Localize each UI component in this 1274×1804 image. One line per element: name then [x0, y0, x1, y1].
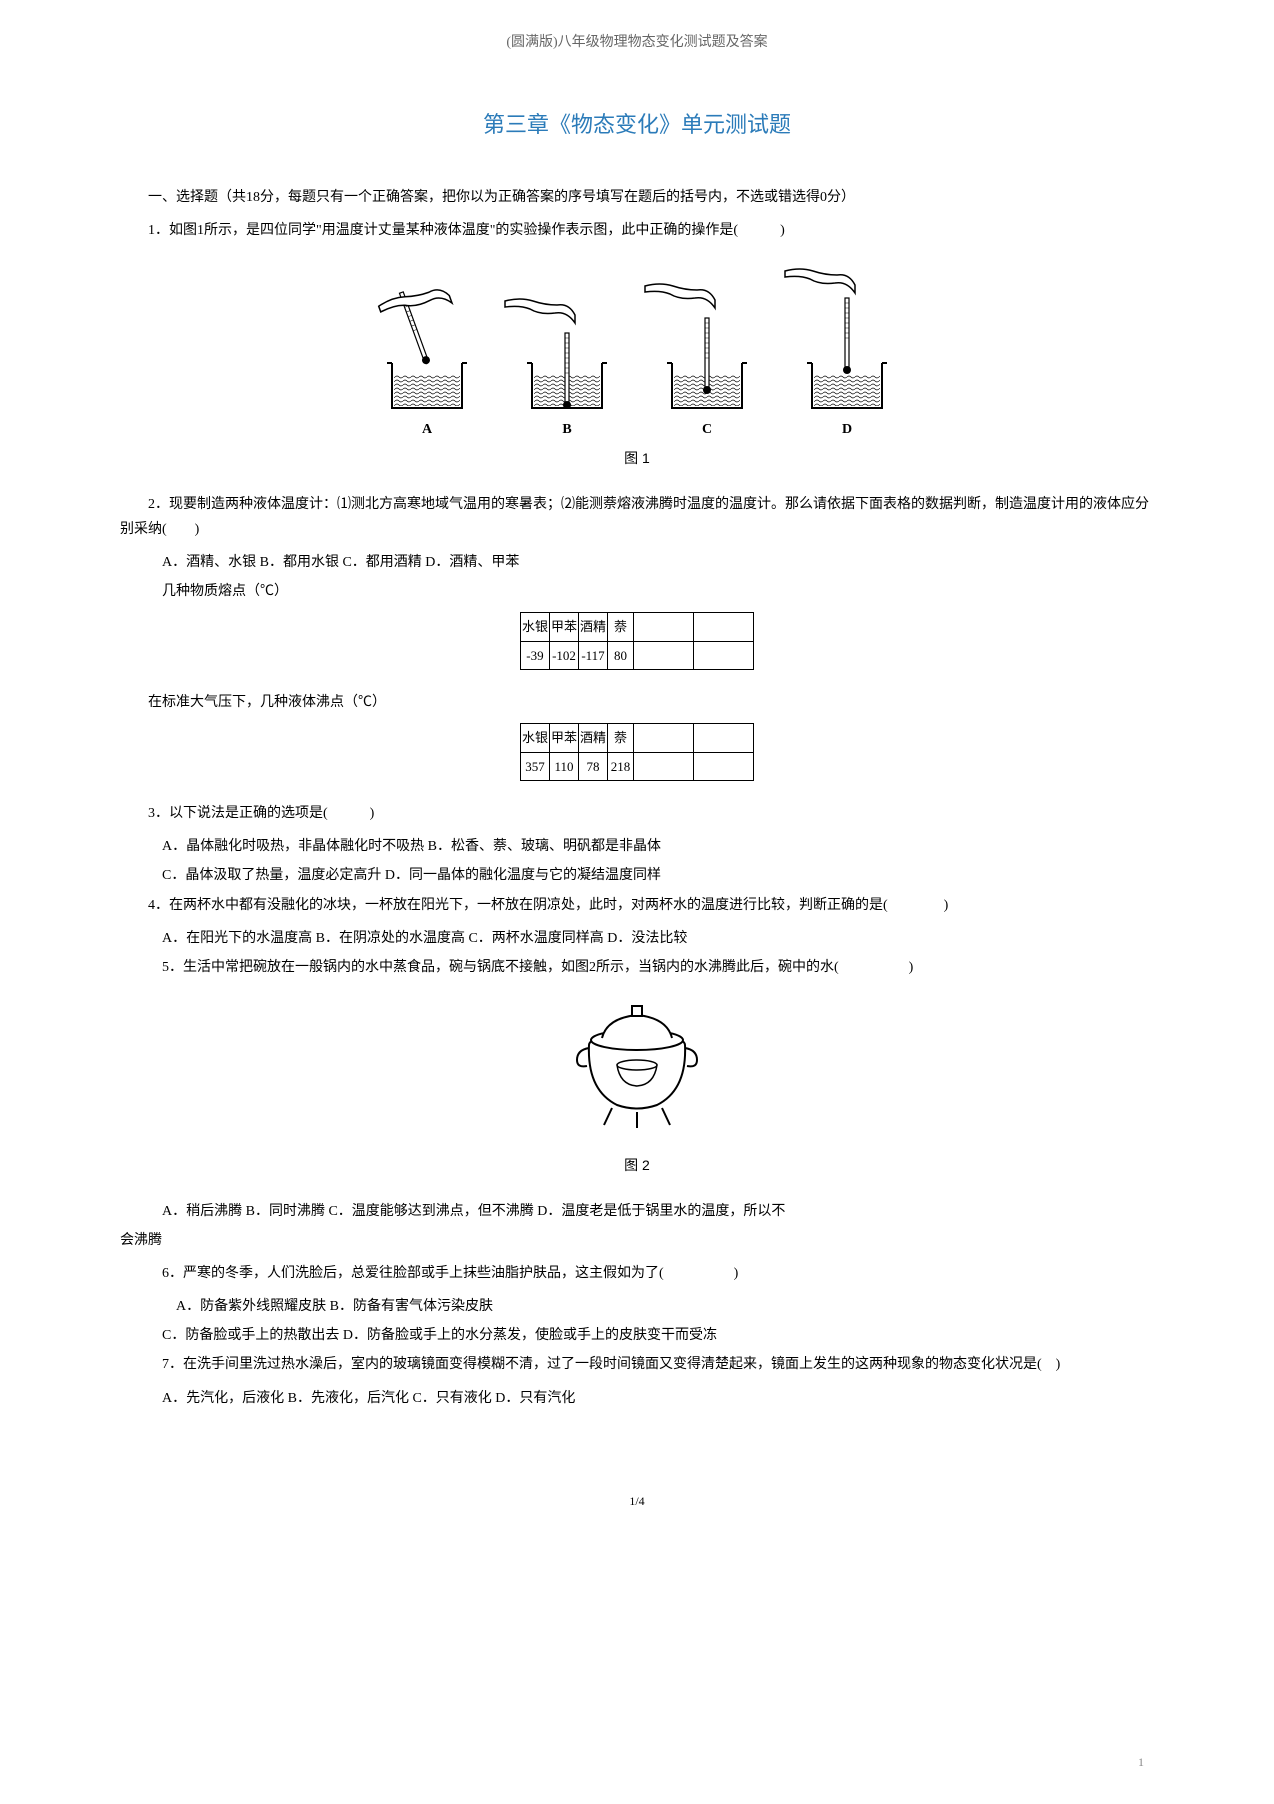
fig1-label-d: D — [842, 422, 852, 433]
thermometer-diagram: A B C D — [357, 253, 917, 433]
table-row: 水银 甲苯 酒精 萘 — [520, 724, 753, 752]
t1-blank4 — [694, 641, 754, 669]
t2-blank3 — [634, 752, 694, 780]
q2-options: A．酒精、水银 B．都用水银 C．都用酒精 D．酒精、甲苯 — [120, 550, 1154, 575]
q3-optC: C．晶体汲取了热量，温度必定高升 D．同一晶体的融化温度与它的凝结温度同样 — [120, 863, 1154, 888]
pot-bowl-diagram — [572, 990, 702, 1140]
figure-2: 图 2 — [120, 990, 1154, 1178]
q3-optA: A．晶体融化时吸热，非晶体融化时不吸热 B．松香、萘、玻璃、明矾都是非晶体 — [120, 834, 1154, 859]
doc-header: (圆满版)八年级物理物态变化测试题及答案 — [120, 30, 1154, 55]
q6-optA: A．防备紫外线照耀皮肤 B．防备有害气体污染皮肤 — [120, 1294, 1154, 1319]
q7-text: 7．在洗手间里洗过热水澡后，室内的玻璃镜面变得模糊不清，过了一段时间镜面又变得清… — [120, 1352, 1154, 1377]
q3-text: 3．以下说法是正确的选项是( ) — [120, 801, 1154, 826]
t2v3: 218 — [608, 752, 634, 780]
fig1-label-a: A — [422, 422, 433, 433]
t2h2: 酒精 — [579, 724, 608, 752]
boiling-point-table: 水银 甲苯 酒精 萘 357 110 78 218 — [520, 723, 754, 781]
page-number-right: 1 — [1138, 1752, 1144, 1774]
q2-subtitle1: 几种物质熔点（℃） — [120, 579, 1154, 604]
q4-options: A．在阳光下的水温度高 B．在阴凉处的水温度高 C．两杯水温度同样高 D．没法比… — [120, 926, 1154, 951]
table-row: -39 -102 -117 80 — [520, 641, 753, 669]
fig1-label-b: B — [562, 422, 571, 433]
t2h1: 甲苯 — [549, 724, 578, 752]
t2v2: 78 — [579, 752, 608, 780]
q2-subtitle2: 在标准大气压下，几种液体沸点（℃） — [120, 690, 1154, 715]
chapter-title: 第三章《物态变化》单元测试题 — [120, 105, 1154, 145]
page-fraction: 1/4 — [120, 1491, 1154, 1513]
melting-point-table: 水银 甲苯 酒精 萘 -39 -102 -117 80 — [520, 612, 754, 670]
t2-blank2 — [694, 724, 754, 752]
q6-text: 6．严寒的冬季，人们洗脸后，总爱往脸部或手上抹些油脂护肤品，这主假如为了( ) — [120, 1261, 1154, 1286]
t1h0: 水银 — [520, 613, 549, 641]
table-row: 水银 甲苯 酒精 萘 — [520, 613, 753, 641]
t1-blank1 — [634, 613, 694, 641]
t2v0: 357 — [520, 752, 549, 780]
fig1-caption: 图 1 — [120, 446, 1154, 471]
t1v2: -117 — [579, 641, 608, 669]
q7-options: A．先汽化，后液化 B．先液化，后汽化 C．只有液化 D．只有汽化 — [120, 1386, 1154, 1411]
t2h3: 萘 — [608, 724, 634, 752]
q1-text: 1．如图1所示，是四位同学"用温度计丈量某种液体温度"的实验操作表示图，此中正确… — [120, 218, 1154, 243]
t2v1: 110 — [549, 752, 578, 780]
t1h2: 酒精 — [579, 613, 608, 641]
table1-wrap: 水银 甲苯 酒精 萘 -39 -102 -117 80 — [120, 612, 1154, 670]
table-row: 357 110 78 218 — [520, 752, 753, 780]
fig1-label-c: C — [702, 422, 712, 433]
q5-optA: A．稍后沸腾 B．同时沸腾 C．温度能够达到沸点，但不沸腾 D．温度老是低于锅里… — [120, 1199, 1154, 1224]
t1-blank3 — [634, 641, 694, 669]
q2-text: 2．现要制造两种液体温度计：⑴测北方高寒地域气温用的寒暑表；⑵能测萘熔液沸腾时温… — [120, 492, 1154, 542]
q5-cont: 会沸腾 — [120, 1228, 1154, 1253]
figure-1: A B C D 图 1 — [120, 253, 1154, 471]
t1v3: 80 — [608, 641, 634, 669]
table2-wrap: 水银 甲苯 酒精 萘 357 110 78 218 — [120, 723, 1154, 781]
fig2-caption: 图 2 — [120, 1153, 1154, 1178]
section-heading: 一、选择题（共18分，每题只有一个正确答案，把你以为正确答案的序号填写在题后的括… — [120, 185, 1154, 210]
q5-text: 5．生活中常把碗放在一般锅内的水中蒸食品，碗与锅底不接触，如图2所示，当锅内的水… — [120, 955, 1154, 980]
t2-blank4 — [694, 752, 754, 780]
t2h0: 水银 — [520, 724, 549, 752]
t1v0: -39 — [520, 641, 549, 669]
q6-optC: C．防备脸或手上的热散出去 D．防备脸或手上的水分蒸发，使脸或手上的皮肤变干而受… — [120, 1323, 1154, 1348]
t2-blank1 — [634, 724, 694, 752]
t1-blank2 — [694, 613, 754, 641]
t1h3: 萘 — [608, 613, 634, 641]
t1v1: -102 — [549, 641, 578, 669]
t1h1: 甲苯 — [549, 613, 578, 641]
q4-text: 4．在两杯水中都有没融化的冰块，一杯放在阳光下，一杯放在阴凉处，此时，对两杯水的… — [120, 893, 1154, 918]
